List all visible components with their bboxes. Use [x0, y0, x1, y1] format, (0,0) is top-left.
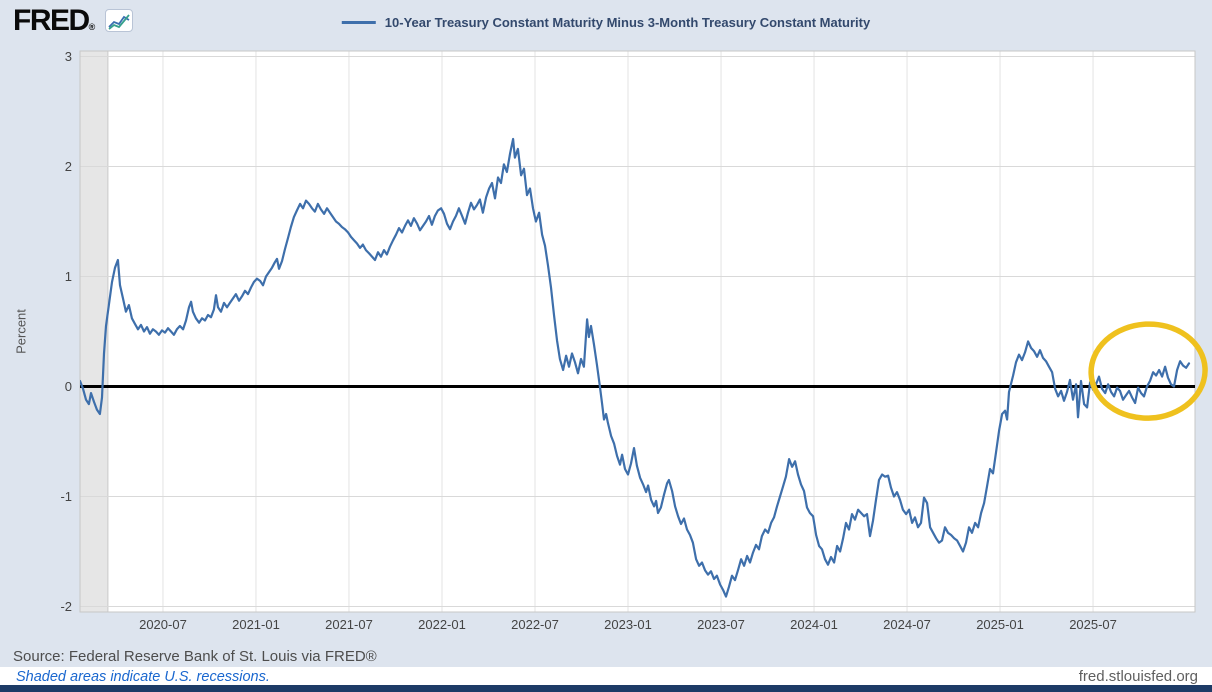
footer-navy-bar [0, 685, 1212, 692]
x-tick-label: 2025-01 [976, 617, 1024, 632]
x-tick-label: 2021-07 [325, 617, 373, 632]
x-tick-label: 2021-01 [232, 617, 280, 632]
recession-band [80, 51, 108, 612]
plot-border [79, 50, 1196, 613]
fred-site-link[interactable]: fred.stlouisfed.org [1078, 668, 1198, 685]
x-tick-label: 2023-01 [604, 617, 652, 632]
series-line[interactable] [80, 137, 1191, 598]
legend-series-label[interactable]: 10-Year Treasury Constant Maturity Minus… [384, 15, 871, 30]
x-tick-label: 2025-07 [1069, 617, 1117, 632]
fred-logo[interactable]: FRED® [13, 4, 96, 43]
y-tick-label: 3 [64, 48, 72, 64]
x-tick-label: 2022-07 [511, 617, 559, 632]
chart-canvas[interactable] [0, 0, 1212, 648]
y-tick-label: -1 [60, 488, 72, 504]
source-text: Source: Federal Reserve Bank of St. Loui… [13, 648, 377, 665]
y-tick-label: 1 [64, 268, 72, 284]
x-tick-label: 2024-01 [790, 617, 838, 632]
highlight-ellipse [1088, 321, 1208, 421]
chart-legend[interactable]: 10-Year Treasury Constant Maturity Minus… [341, 15, 871, 30]
registered-mark: ® [88, 22, 96, 32]
x-tick-label: 2020-07 [139, 617, 187, 632]
legend-line-swatch [341, 21, 376, 24]
plot-area[interactable] [80, 51, 1195, 612]
y-axis-title: Percent [13, 309, 29, 354]
y-tick-label: 2 [64, 158, 72, 174]
sparkline-icon [108, 14, 130, 30]
x-tick-label: 2024-07 [883, 617, 931, 632]
fred-chart-icon [105, 9, 133, 32]
fred-logo-text: FRED [13, 4, 90, 37]
y-tick-label: 0 [64, 378, 72, 394]
recessions-note-link[interactable]: Shaded areas indicate U.S. recessions. [16, 669, 270, 685]
x-tick-label: 2023-07 [697, 617, 745, 632]
footer-white-strip [0, 667, 1212, 685]
x-tick-label: 2022-01 [418, 617, 466, 632]
y-tick-label: -2 [60, 598, 72, 614]
